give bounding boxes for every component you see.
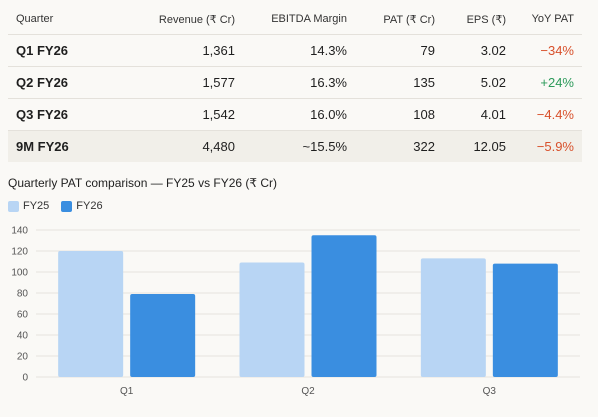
cell-ebitda-margin: 16.3% (235, 66, 347, 99)
cell-eps: 4.01 (435, 98, 506, 131)
cell-pat: 322 (347, 130, 435, 162)
pat-bar-chart: 0 20 40 60 80 100 120 140 Q1 Q2 Q3 (11, 226, 580, 397)
chart-title: Quarterly PAT comparison — FY25 vs FY26 … (8, 176, 278, 190)
legend-swatch-fy26 (61, 200, 73, 212)
cell-pat: 108 (347, 98, 435, 131)
table-header-row: Quarter Revenue (₹ Cr) EBITDA Margin PAT… (8, 4, 582, 35)
cell-quarter: Q2 FY26 (8, 66, 134, 99)
y-tick-label: 120 (11, 247, 28, 258)
cell-pat: 135 (347, 66, 435, 99)
header-eps: EPS (₹) (435, 4, 506, 35)
x-tick-label: Q3 (483, 386, 497, 397)
bar-fy26-q3 (492, 263, 558, 377)
y-tick-label: 60 (17, 310, 29, 321)
cell-quarter: 9M FY26 (8, 130, 134, 162)
chart-legend: FY25 FY26 (8, 200, 115, 212)
header-yoy-pat: YoY PAT (506, 4, 582, 35)
header-pat: PAT (₹ Cr) (347, 4, 435, 35)
cell-revenue: 1,542 (134, 98, 235, 131)
table-row: Q2 FY26 1,577 16.3% 135 5.02 +24% (8, 66, 582, 99)
cell-pat: 79 (347, 34, 435, 67)
cell-eps: 3.02 (435, 34, 506, 67)
y-tick-label: 40 (17, 331, 29, 342)
y-tick-label: 20 (17, 352, 29, 363)
cell-revenue: 1,577 (134, 66, 235, 99)
bar-fy25-q2 (239, 262, 305, 377)
y-tick-label: 80 (17, 289, 29, 300)
cell-yoy-pat: +24% (506, 66, 582, 99)
bar-fy25-q3 (420, 258, 486, 377)
bar-fy26-q2 (311, 235, 377, 377)
legend-item-fy25: FY25 (8, 200, 49, 212)
cell-revenue: 1,361 (134, 34, 235, 67)
y-tick-label: 0 (22, 373, 28, 384)
bar-fy26-q1 (130, 294, 196, 377)
legend-swatch-fy25 (8, 200, 19, 212)
cell-yoy-pat: −4.4% (506, 98, 582, 131)
x-tick-label: Q2 (301, 386, 315, 397)
y-tick-label: 140 (11, 226, 28, 237)
legend-item-fy26: FY26 (61, 200, 103, 212)
cell-eps: 5.02 (435, 66, 506, 99)
y-tick-label: 100 (11, 268, 28, 279)
cell-ebitda-margin: ~15.5% (235, 130, 347, 162)
cell-eps: 12.05 (435, 130, 506, 162)
quarterly-results-table: Quarter Revenue (₹ Cr) EBITDA Margin PAT… (8, 4, 582, 162)
legend-label-fy26: FY26 (76, 200, 103, 212)
header-quarter: Quarter (8, 4, 134, 35)
cell-yoy-pat: −34% (506, 34, 582, 67)
cell-quarter: Q3 FY26 (8, 98, 134, 131)
cell-quarter: Q1 FY26 (8, 34, 134, 67)
x-tick-label: Q1 (120, 386, 134, 397)
table-row: Q3 FY26 1,542 16.0% 108 4.01 −4.4% (8, 98, 582, 131)
header-ebitda-margin: EBITDA Margin (235, 4, 347, 35)
table-total-row: 9M FY26 4,480 ~15.5% 322 12.05 −5.9% (8, 130, 582, 162)
cell-revenue: 4,480 (134, 130, 235, 162)
cell-yoy-pat: −5.9% (506, 130, 582, 162)
bar-fy25-q1 (58, 251, 124, 377)
header-revenue: Revenue (₹ Cr) (134, 4, 235, 35)
cell-ebitda-margin: 14.3% (235, 34, 347, 67)
legend-label-fy25: FY25 (23, 200, 50, 212)
cell-ebitda-margin: 16.0% (235, 98, 347, 131)
table-row: Q1 FY26 1,361 14.3% 79 3.02 −34% (8, 34, 582, 67)
